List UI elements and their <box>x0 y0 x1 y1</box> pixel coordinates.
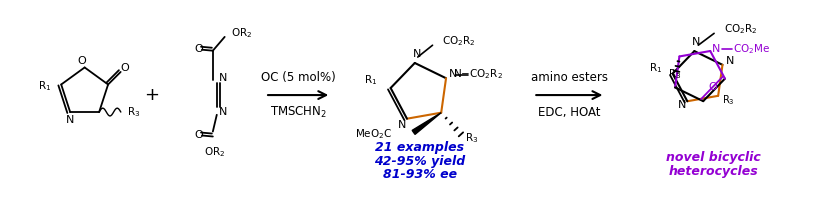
Text: CO$_2$R$_2$: CO$_2$R$_2$ <box>723 23 757 36</box>
Text: O: O <box>708 82 716 92</box>
Text: 21 examples: 21 examples <box>375 141 464 154</box>
Text: N: N <box>66 115 75 125</box>
Text: heterocycles: heterocycles <box>668 165 758 178</box>
Text: MeO$_2$C: MeO$_2$C <box>354 127 392 141</box>
Text: N: N <box>691 37 700 47</box>
Text: N: N <box>448 69 456 79</box>
Text: novel bicyclic: novel bicyclic <box>666 151 760 164</box>
Text: CO$_2$Me: CO$_2$Me <box>732 42 769 56</box>
Text: N$-$CO$_2$R$_2$: N$-$CO$_2$R$_2$ <box>453 67 503 81</box>
Polygon shape <box>412 113 440 134</box>
Text: N: N <box>677 100 686 110</box>
Text: R$_3$: R$_3$ <box>721 93 734 107</box>
Text: N: N <box>725 56 734 66</box>
Text: O: O <box>120 63 129 73</box>
Text: O: O <box>195 130 203 140</box>
Text: OR$_2$: OR$_2$ <box>230 26 252 40</box>
Text: N: N <box>711 44 720 54</box>
Text: OR$_2$: OR$_2$ <box>204 145 225 159</box>
Text: R$_1$: R$_1$ <box>363 73 377 87</box>
Text: R$_3$: R$_3$ <box>667 67 681 81</box>
Text: 81-93% ee: 81-93% ee <box>383 168 456 181</box>
Text: +: + <box>144 86 159 104</box>
Text: 42-95% yield: 42-95% yield <box>374 155 465 168</box>
Text: N: N <box>219 107 227 117</box>
Text: TMSCHN$_2$: TMSCHN$_2$ <box>269 105 326 120</box>
Text: O: O <box>195 44 203 54</box>
Text: R$_3$: R$_3$ <box>127 105 140 119</box>
Text: R$_1$: R$_1$ <box>38 80 51 93</box>
Text: CO$_2$R$_2$: CO$_2$R$_2$ <box>442 34 475 48</box>
Text: N: N <box>219 73 227 83</box>
Text: amino esters: amino esters <box>530 71 607 84</box>
Text: R$_1$: R$_1$ <box>648 61 662 75</box>
Text: N: N <box>397 120 406 130</box>
Text: OC (5 mol%): OC (5 mol%) <box>261 71 335 84</box>
Text: N: N <box>412 49 421 59</box>
Text: O: O <box>77 56 86 66</box>
Text: R$_3$: R$_3$ <box>465 131 478 145</box>
Text: EDC, HOAt: EDC, HOAt <box>537 106 599 119</box>
